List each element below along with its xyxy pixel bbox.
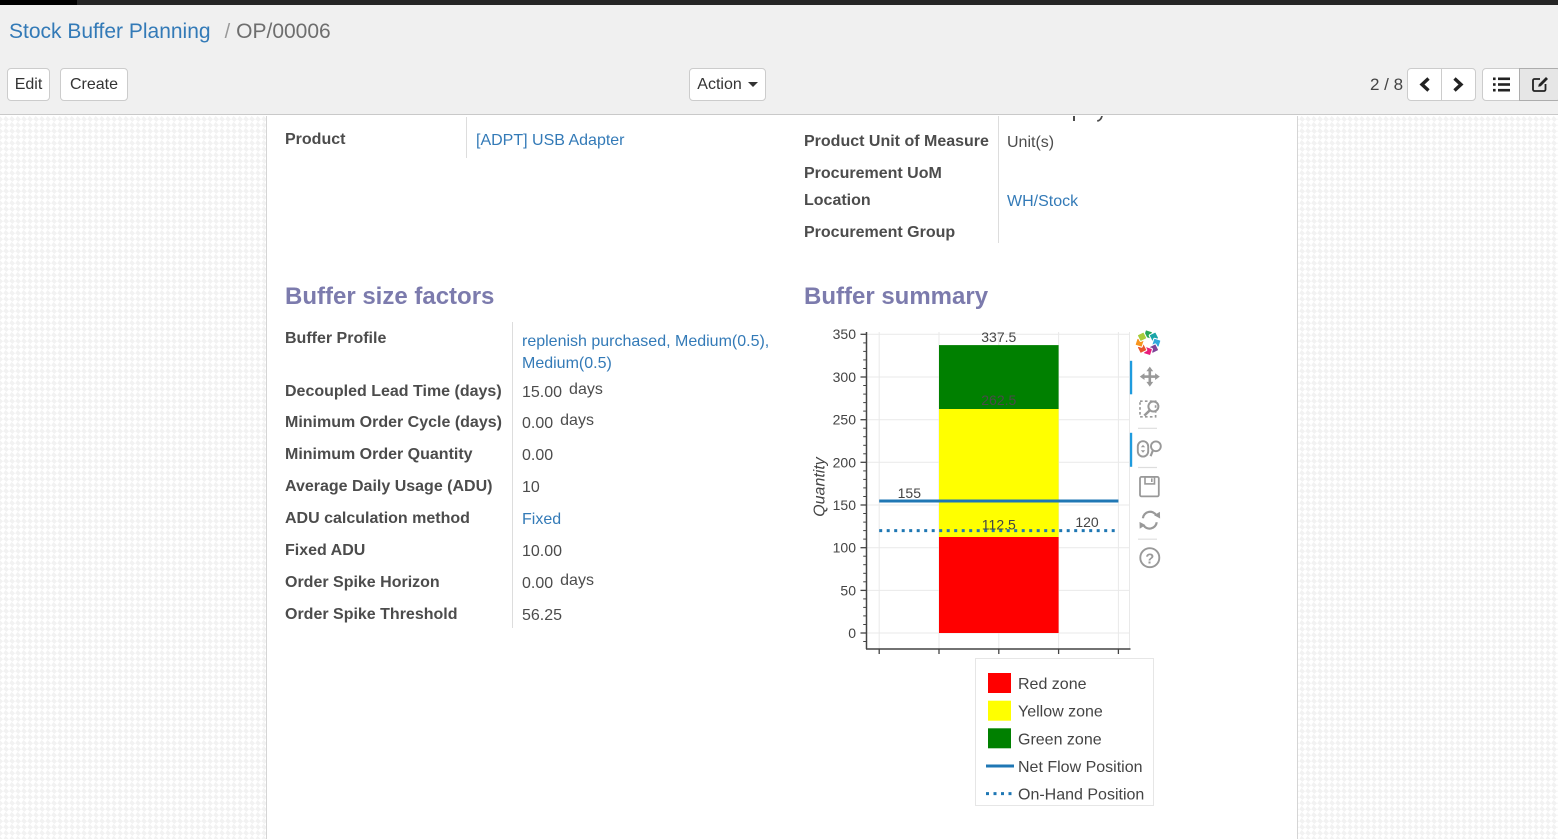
svg-text:?: ? <box>1145 552 1154 568</box>
svg-text:120: 120 <box>1075 514 1099 530</box>
svg-text:262.5: 262.5 <box>981 392 1016 408</box>
svg-text:337.5: 337.5 <box>981 329 1016 345</box>
svg-text:350: 350 <box>833 326 857 342</box>
svg-text:Red zone: Red zone <box>1018 676 1087 693</box>
svg-text:300: 300 <box>833 369 857 385</box>
svg-text:Green zone: Green zone <box>1018 731 1102 748</box>
svg-text:Quantity: Quantity <box>812 456 829 517</box>
svg-text:155: 155 <box>898 485 922 501</box>
svg-text:250: 250 <box>833 412 857 428</box>
svg-text:150: 150 <box>833 497 857 513</box>
svg-text:100: 100 <box>833 540 857 556</box>
svg-text:On-Hand Position: On-Hand Position <box>1018 787 1144 804</box>
svg-text:200: 200 <box>833 454 857 470</box>
svg-text:112.5: 112.5 <box>982 517 1016 533</box>
svg-text:Net Flow Position: Net Flow Position <box>1018 759 1143 776</box>
svg-text:50: 50 <box>840 582 856 598</box>
svg-text:0: 0 <box>848 625 856 641</box>
svg-text:Yellow zone: Yellow zone <box>1018 704 1103 721</box>
